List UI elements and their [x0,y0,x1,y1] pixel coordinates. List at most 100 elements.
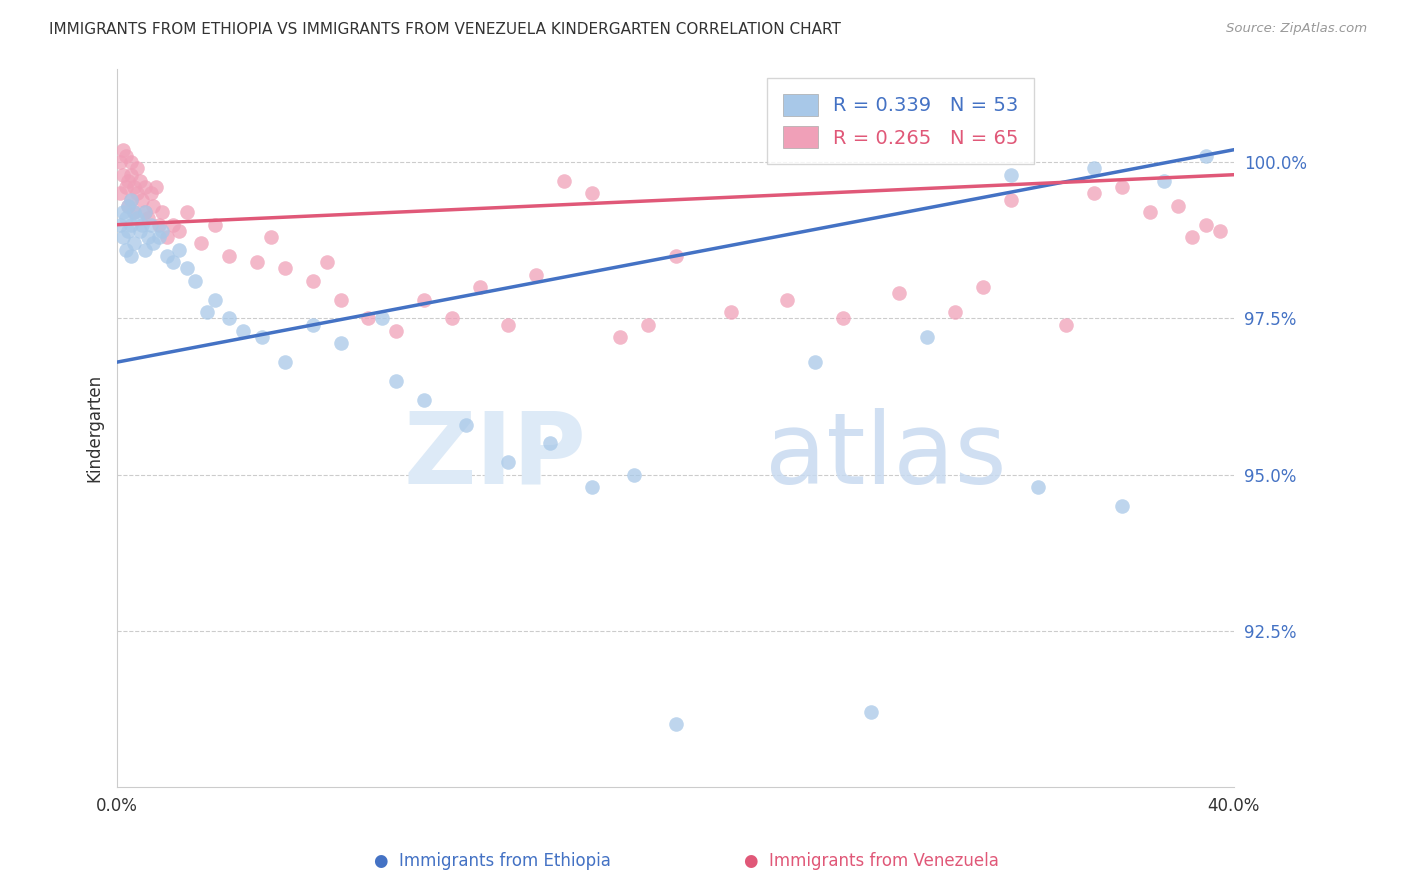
Point [357,311,380,326]
Point [385,374,408,388]
Point [252,330,274,344]
Point [887,286,910,301]
Point [120,249,142,263]
Point [108,155,131,169]
Point [496,455,519,469]
Point [218,311,240,326]
Text: IMMIGRANTS FROM ETHIOPIA VS IMMIGRANTS FROM VENEZUELA KINDERGARTEN CORRELATION C: IMMIGRANTS FROM ETHIOPIA VS IMMIGRANTS F… [49,22,841,37]
Point [128,224,150,238]
Point [1181,230,1204,244]
Point [134,205,156,219]
Point [184,274,207,288]
Point [859,705,882,719]
Point [1111,499,1133,513]
Point [162,255,184,269]
Point [218,249,240,263]
Point [120,155,142,169]
Point [195,305,218,319]
Point [456,417,478,432]
Point [581,480,603,494]
Point [637,318,659,332]
Point [150,205,173,219]
Point [136,230,159,244]
Point [114,180,136,194]
Point [315,255,337,269]
Point [1000,168,1022,182]
Point [176,205,198,219]
Point [273,261,295,276]
Point [720,305,742,319]
Point [441,311,464,326]
Point [108,218,131,232]
Point [329,293,352,307]
Point [776,293,799,307]
Point [524,268,547,282]
Point [1139,205,1161,219]
Point [117,199,139,213]
Point [204,218,226,232]
Point [1167,199,1189,213]
Point [128,174,150,188]
Point [273,355,295,369]
Y-axis label: Kindergarten: Kindergarten [86,374,103,482]
Point [167,224,190,238]
Point [131,218,153,232]
Point [139,218,162,232]
Point [176,261,198,276]
Point [117,199,139,213]
Point [832,311,855,326]
Point [1111,180,1133,194]
Point [156,249,179,263]
Point [204,293,226,307]
Point [117,224,139,238]
Point [111,205,134,219]
Point [1195,218,1218,232]
Point [122,236,145,251]
Point [111,168,134,182]
Point [190,236,212,251]
Point [468,280,491,294]
Point [136,211,159,226]
Point [301,318,323,332]
Point [156,230,179,244]
Point [167,243,190,257]
Point [972,280,994,294]
Text: ●  Immigrants from Venezuela: ● Immigrants from Venezuela [744,852,1000,870]
Point [162,218,184,232]
Point [125,161,148,176]
Point [148,230,170,244]
Point [538,436,561,450]
Point [664,249,686,263]
Point [125,186,148,201]
Point [385,324,408,338]
Legend: R = 0.339   N = 53, R = 0.265   N = 65: R = 0.339 N = 53, R = 0.265 N = 65 [768,78,1035,164]
Point [120,193,142,207]
Point [111,143,134,157]
Point [148,218,170,232]
Point [120,218,142,232]
Point [232,324,254,338]
Point [496,318,519,332]
Point [553,174,575,188]
Text: atlas: atlas [765,408,1007,505]
Point [1000,193,1022,207]
Text: ●  Immigrants from Ethiopia: ● Immigrants from Ethiopia [374,852,610,870]
Point [413,293,436,307]
Point [623,467,645,482]
Point [609,330,631,344]
Point [142,199,165,213]
Point [117,174,139,188]
Point [120,168,142,182]
Point [413,392,436,407]
Point [371,311,394,326]
Point [1209,224,1232,238]
Point [108,186,131,201]
Point [125,211,148,226]
Point [142,236,165,251]
Point [1054,318,1077,332]
Point [122,205,145,219]
Point [1083,161,1105,176]
Point [111,230,134,244]
Point [260,230,283,244]
Point [134,180,156,194]
